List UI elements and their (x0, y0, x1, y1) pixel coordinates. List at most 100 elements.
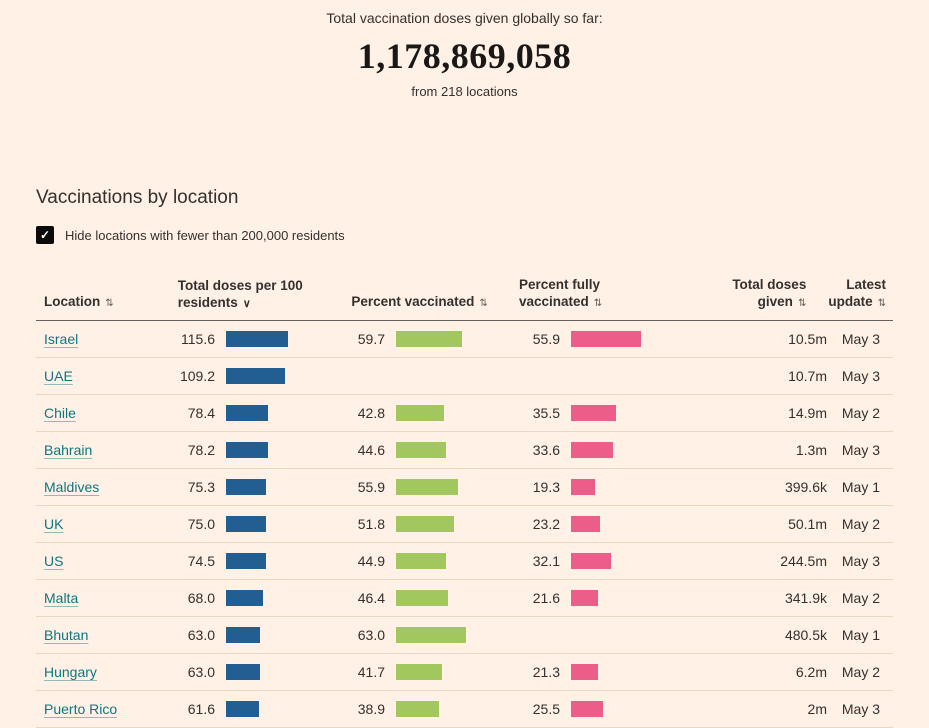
column-header-percent-fully-vaccinated[interactable]: Percent fully vaccinated ⇅ (519, 276, 694, 311)
doses-per-100-cell: 75.0 (170, 516, 345, 533)
table-row: Chile 78.4 42.8 35.5 14.9m May 2 (36, 395, 893, 433)
percent-fully-bar (571, 479, 596, 496)
checkmark-icon: ✓ (39, 228, 51, 242)
location-link[interactable]: UK (44, 516, 64, 533)
doses-per-100-value: 75.0 (187, 516, 215, 533)
column-header-doses-per-100[interactable]: Total doses per 100 residents ∨ (170, 277, 345, 312)
percent-fully-value: 19.3 (532, 479, 560, 496)
sort-both-icon: ⇅ (479, 298, 488, 310)
hero-section: Total vaccination doses given globally s… (0, 0, 929, 99)
location-link[interactable]: Hungary (44, 664, 97, 681)
doses-per-100-bar (226, 553, 266, 570)
column-header-label: Percent fully (518, 277, 600, 292)
percent-fully-bar (571, 331, 641, 348)
table-header-row: Location ⇅ Total doses per 100 residents ∨… (36, 276, 893, 322)
location-link[interactable]: Maldives (44, 479, 100, 496)
total-doses-cell: 480.5k (784, 627, 827, 644)
percent-vaccinated-bar (396, 331, 463, 348)
location-cell: UK (36, 516, 170, 532)
location-cell: US (36, 553, 170, 569)
column-header-total-doses[interactable]: Total doses given ⇅ (694, 276, 829, 311)
total-doses-cell: 10.7m (788, 368, 827, 385)
doses-per-100-cell: 63.0 (170, 627, 345, 644)
percent-vaccinated-bar (396, 516, 454, 533)
filter-checkbox[interactable]: ✓ (36, 226, 54, 244)
location-cell: Chile (36, 405, 170, 421)
location-link[interactable]: Bahrain (44, 442, 93, 459)
percent-fully-cell: 32.1 (520, 553, 695, 570)
location-link[interactable]: Puerto Rico (44, 701, 118, 718)
doses-per-100-value: 78.4 (187, 405, 215, 422)
doses-per-100-bar (226, 442, 268, 459)
doses-per-100-value: 63.0 (187, 664, 215, 681)
location-link[interactable]: US (44, 553, 64, 570)
percent-fully-value: 33.6 (532, 442, 560, 459)
column-header-label: Location (44, 294, 101, 310)
percent-vaccinated-value: 63.0 (357, 627, 385, 644)
column-header-label: residents (177, 294, 238, 310)
percent-fully-cell: 55.9 (520, 331, 695, 348)
sort-both-icon: ⇅ (593, 298, 603, 310)
percent-vaccinated-value: 38.9 (357, 701, 385, 718)
percent-fully-bar (571, 516, 601, 533)
sort-both-icon: ⇅ (797, 298, 807, 310)
percent-vaccinated-value: 59.7 (357, 331, 385, 348)
doses-per-100-cell: 68.0 (170, 590, 345, 607)
doses-per-100-bar (226, 627, 260, 644)
percent-vaccinated-bar (396, 701, 440, 718)
percent-fully-cell: 35.5 (520, 405, 695, 422)
location-link[interactable]: Israel (44, 331, 79, 348)
location-cell: Israel (36, 331, 170, 347)
percent-vaccinated-cell: 46.4 (345, 590, 520, 607)
percent-vaccinated-value: 46.4 (357, 590, 385, 607)
percent-vaccinated-cell: 44.9 (345, 553, 520, 570)
percent-vaccinated-cell: 38.9 (345, 701, 520, 718)
table-row: Puerto Rico 61.6 38.9 25.5 2m May 3 (36, 691, 893, 728)
table-row: US 74.5 44.9 32.1 244.5m May 3 (36, 543, 893, 581)
percent-vaccinated-bar (396, 627, 466, 644)
percent-vaccinated-bar (396, 405, 444, 422)
doses-per-100-value: 115.6 (181, 331, 215, 348)
percent-vaccinated-bar (396, 590, 448, 607)
percent-fully-bar (571, 442, 614, 459)
table-row: Bahrain 78.2 44.6 33.6 1.3m May 3 (36, 432, 893, 470)
location-link[interactable]: UAE (44, 368, 73, 385)
hero-locations-count: from 218 locations (411, 84, 518, 99)
percent-vaccinated-value: 51.8 (357, 516, 385, 533)
doses-per-100-value: 61.6 (187, 701, 215, 718)
location-cell: Maldives (36, 479, 170, 495)
hide-small-locations-filter[interactable]: ✓ Hide locations with fewer than 200,000… (36, 226, 893, 244)
column-header-location[interactable]: Location ⇅ (36, 293, 170, 311)
hero-subtitle: Total vaccination doses given globally s… (326, 10, 603, 26)
total-doses-cell: 10.5m (788, 331, 827, 348)
latest-update-cell: May 2 (841, 590, 880, 607)
table-row: Bhutan 63.0 63.0 480.5k May 1 (36, 617, 893, 655)
percent-vaccinated-bar (396, 479, 459, 496)
total-doses-cell: 244.5m (780, 553, 827, 570)
location-link[interactable]: Chile (44, 405, 76, 422)
percent-fully-value: 21.3 (532, 664, 560, 681)
doses-per-100-cell: 61.6 (170, 701, 345, 718)
doses-per-100-cell: 115.6 (170, 331, 345, 348)
table-row: Maldives 75.3 55.9 19.3 399.6k May 1 (36, 469, 893, 507)
percent-fully-bar (571, 664, 598, 681)
percent-fully-cell: 25.5 (520, 701, 695, 718)
doses-per-100-cell: 109.2 (170, 368, 345, 385)
vaccinations-section: Vaccinations by location ✓ Hide location… (36, 187, 893, 728)
column-header-label: Total doses per 100 (177, 277, 303, 293)
doses-per-100-value: 78.2 (187, 442, 215, 459)
doses-per-100-cell: 78.2 (170, 442, 345, 459)
latest-update-cell: May 3 (841, 553, 880, 570)
percent-vaccinated-cell: 42.8 (345, 405, 520, 422)
percent-vaccinated-cell: 51.8 (345, 516, 520, 533)
table-body: Israel 115.6 59.7 55.9 10.5m May 3 UAE 109.2 10.… (36, 321, 893, 728)
filter-label: Hide locations with fewer than 200,000 r… (65, 227, 345, 243)
column-header-percent-vaccinated[interactable]: Percent vaccinated ⇅ (344, 293, 519, 311)
doses-per-100-value: 63.0 (187, 627, 215, 644)
doses-per-100-bar (226, 516, 267, 533)
location-link[interactable]: Malta (44, 590, 79, 607)
location-cell: Bahrain (36, 442, 170, 458)
doses-per-100-bar (226, 479, 267, 496)
column-header-latest-update[interactable]: Latest update ⇅ (828, 276, 893, 311)
location-link[interactable]: Bhutan (44, 627, 89, 644)
